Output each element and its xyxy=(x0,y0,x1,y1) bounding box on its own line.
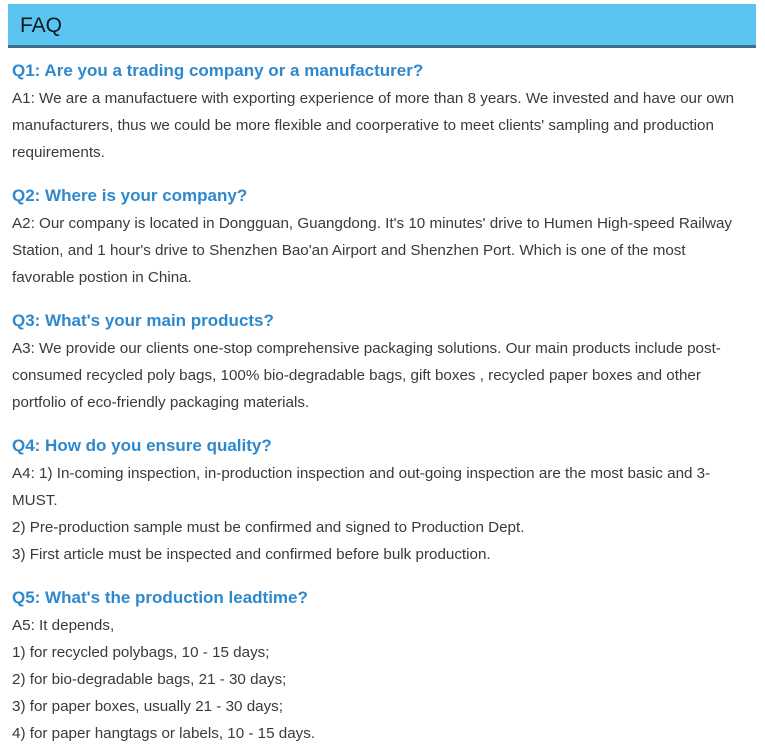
faq-question: Q1: Are you a trading company or a manuf… xyxy=(12,61,424,80)
faq-section: Q2: Where is your company? A2: Our compan… xyxy=(12,183,751,291)
faq-section: Q4: How do you ensure quality? A4: 1) In-… xyxy=(12,433,751,568)
page-title: FAQ xyxy=(20,14,63,37)
faq-section: Q5: What's the production leadtime? A5: I… xyxy=(12,585,751,747)
faq-answer-line: 1) for recycled polybags, 10 - 15 days; xyxy=(12,644,270,661)
faq-section: Q1: Are you a trading company or a manuf… xyxy=(12,58,751,166)
faq-answer-line: 2) Pre-production sample must be confirm… xyxy=(12,519,525,536)
faq-answer-line: 3) for paper boxes, usually 21 - 30 days… xyxy=(12,698,283,715)
faq-answer-line: A1: We are a manufactuere with exporting… xyxy=(12,90,735,161)
faq-question: Q2: Where is your company? xyxy=(12,186,248,205)
faq-header-bar: FAQ xyxy=(8,4,756,48)
faq-section: Q3: What's your main products? A3: We pro… xyxy=(12,308,751,416)
faq-answer-line: 2) for bio-degradable bags, 21 - 30 days… xyxy=(12,671,287,688)
faq-answer-line: A5: It depends, xyxy=(12,617,115,634)
faq-answer-line: A3: We provide our clients one-stop comp… xyxy=(12,340,721,411)
faq-question: Q5: What's the production leadtime? xyxy=(12,588,308,607)
faq-answer: A5: It depends, 1) for recycled polybags,… xyxy=(12,612,751,747)
faq-answer-line: A4: 1) In-coming inspection, in-producti… xyxy=(12,465,711,509)
faq-answer: A4: 1) In-coming inspection, in-producti… xyxy=(12,460,751,568)
faq-answer: A2: Our company is located in Dongguan, … xyxy=(12,210,751,291)
faq-answer-line: A2: Our company is located in Dongguan, … xyxy=(12,215,733,286)
faq-question: Q3: What's your main products? xyxy=(12,311,274,330)
faq-answer-line: 3) First article must be inspected and c… xyxy=(12,546,491,563)
faq-question: Q4: How do you ensure quality? xyxy=(12,436,272,455)
faq-answer-line: 4) for paper hangtags or labels, 10 - 15… xyxy=(12,725,316,742)
faq-answer: A3: We provide our clients one-stop comp… xyxy=(12,335,751,416)
faq-answer: A1: We are a manufactuere with exporting… xyxy=(12,85,751,166)
faq-content: Q1: Are you a trading company or a manuf… xyxy=(0,58,765,747)
